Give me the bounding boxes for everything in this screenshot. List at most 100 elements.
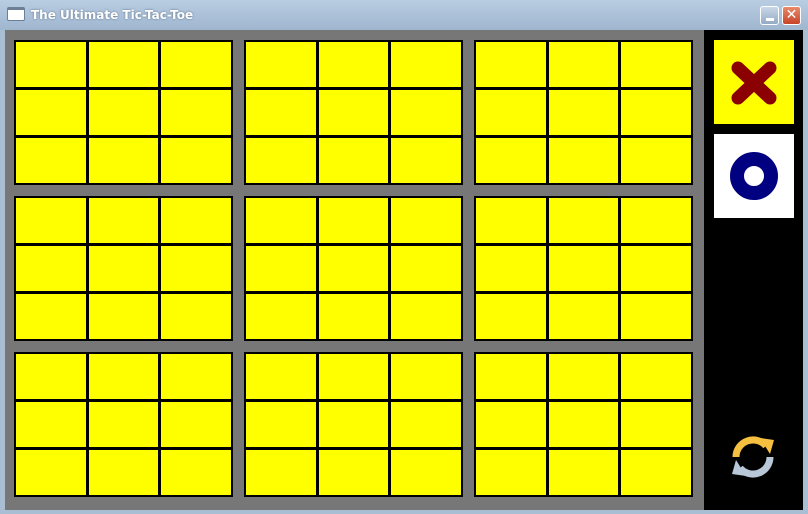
restart-button[interactable] (726, 430, 780, 484)
cell-5-7[interactable] (246, 294, 316, 339)
cell-9-3[interactable] (621, 354, 691, 399)
cell-2-3[interactable] (391, 42, 461, 87)
cell-6-9[interactable] (621, 294, 691, 339)
cell-8-4[interactable] (246, 402, 316, 447)
cell-1-1[interactable] (16, 42, 86, 87)
cell-2-9[interactable] (391, 138, 461, 183)
cell-9-6[interactable] (621, 402, 691, 447)
cell-4-3[interactable] (161, 198, 231, 243)
cell-2-2[interactable] (318, 42, 389, 87)
cell-8-3[interactable] (391, 354, 461, 399)
cell-7-4[interactable] (16, 402, 86, 447)
sub-board-3 (474, 40, 693, 185)
cell-1-7[interactable] (16, 138, 86, 183)
cell-8-1[interactable] (246, 354, 316, 399)
cell-2-6[interactable] (391, 90, 461, 135)
cell-2-7[interactable] (246, 138, 316, 183)
player-x-indicator[interactable] (714, 40, 794, 124)
cell-3-5[interactable] (548, 90, 619, 135)
cell-4-2[interactable] (88, 198, 159, 243)
cell-3-8[interactable] (548, 138, 619, 183)
cell-7-5[interactable] (88, 402, 159, 447)
sub-board-4 (14, 196, 233, 341)
cell-3-4[interactable] (476, 90, 546, 135)
cell-1-8[interactable] (88, 138, 159, 183)
cell-1-2[interactable] (88, 42, 159, 87)
cell-1-6[interactable] (161, 90, 231, 135)
player-o-indicator[interactable] (714, 134, 794, 218)
cell-2-8[interactable] (318, 138, 389, 183)
cell-3-9[interactable] (621, 138, 691, 183)
cell-8-7[interactable] (246, 450, 316, 495)
cell-5-1[interactable] (246, 198, 316, 243)
cell-9-9[interactable] (621, 450, 691, 495)
cell-6-2[interactable] (548, 198, 619, 243)
sub-board-1 (14, 40, 233, 185)
cell-5-5[interactable] (318, 246, 389, 291)
cell-7-7[interactable] (16, 450, 86, 495)
cell-4-9[interactable] (161, 294, 231, 339)
cell-9-4[interactable] (476, 402, 546, 447)
cell-7-9[interactable] (161, 450, 231, 495)
cell-6-6[interactable] (621, 246, 691, 291)
close-button[interactable]: ✕ (782, 6, 801, 25)
cell-5-2[interactable] (318, 198, 389, 243)
minimize-icon (766, 18, 774, 21)
cell-8-6[interactable] (391, 402, 461, 447)
cell-9-8[interactable] (548, 450, 619, 495)
cell-7-1[interactable] (16, 354, 86, 399)
x-icon (731, 61, 777, 105)
app-window-icon (7, 7, 25, 21)
minimize-button[interactable] (760, 6, 779, 25)
sub-board-9 (474, 352, 693, 497)
sub-board-8 (244, 352, 463, 497)
cell-2-4[interactable] (246, 90, 316, 135)
cell-6-4[interactable] (476, 246, 546, 291)
cell-4-4[interactable] (16, 246, 86, 291)
cell-1-5[interactable] (88, 90, 159, 135)
cell-8-2[interactable] (318, 354, 389, 399)
cell-9-5[interactable] (548, 402, 619, 447)
cell-7-2[interactable] (88, 354, 159, 399)
cell-5-9[interactable] (391, 294, 461, 339)
cell-1-9[interactable] (161, 138, 231, 183)
cell-3-1[interactable] (476, 42, 546, 87)
cell-6-5[interactable] (548, 246, 619, 291)
cell-8-9[interactable] (391, 450, 461, 495)
sub-board-6 (474, 196, 693, 341)
cell-4-1[interactable] (16, 198, 86, 243)
cell-3-7[interactable] (476, 138, 546, 183)
cell-2-5[interactable] (318, 90, 389, 135)
cell-4-7[interactable] (16, 294, 86, 339)
cell-7-3[interactable] (161, 354, 231, 399)
cell-3-6[interactable] (621, 90, 691, 135)
sub-board-5 (244, 196, 463, 341)
sub-board-2 (244, 40, 463, 185)
cell-6-1[interactable] (476, 198, 546, 243)
o-icon (730, 152, 778, 200)
cell-6-7[interactable] (476, 294, 546, 339)
cell-3-2[interactable] (548, 42, 619, 87)
cell-4-6[interactable] (161, 246, 231, 291)
cell-4-8[interactable] (88, 294, 159, 339)
cell-1-3[interactable] (161, 42, 231, 87)
cell-1-4[interactable] (16, 90, 86, 135)
cell-5-4[interactable] (246, 246, 316, 291)
cell-8-8[interactable] (318, 450, 389, 495)
title-bar: The Ultimate Tic-Tac-Toe ✕ (0, 0, 808, 30)
cell-5-8[interactable] (318, 294, 389, 339)
cell-7-8[interactable] (88, 450, 159, 495)
cell-9-1[interactable] (476, 354, 546, 399)
cell-7-6[interactable] (161, 402, 231, 447)
cell-3-3[interactable] (621, 42, 691, 87)
cell-8-5[interactable] (318, 402, 389, 447)
cell-2-1[interactable] (246, 42, 316, 87)
side-panel (704, 30, 803, 510)
cell-5-6[interactable] (391, 246, 461, 291)
cell-5-3[interactable] (391, 198, 461, 243)
cell-6-3[interactable] (621, 198, 691, 243)
cell-4-5[interactable] (88, 246, 159, 291)
cell-9-7[interactable] (476, 450, 546, 495)
cell-6-8[interactable] (548, 294, 619, 339)
cell-9-2[interactable] (548, 354, 619, 399)
